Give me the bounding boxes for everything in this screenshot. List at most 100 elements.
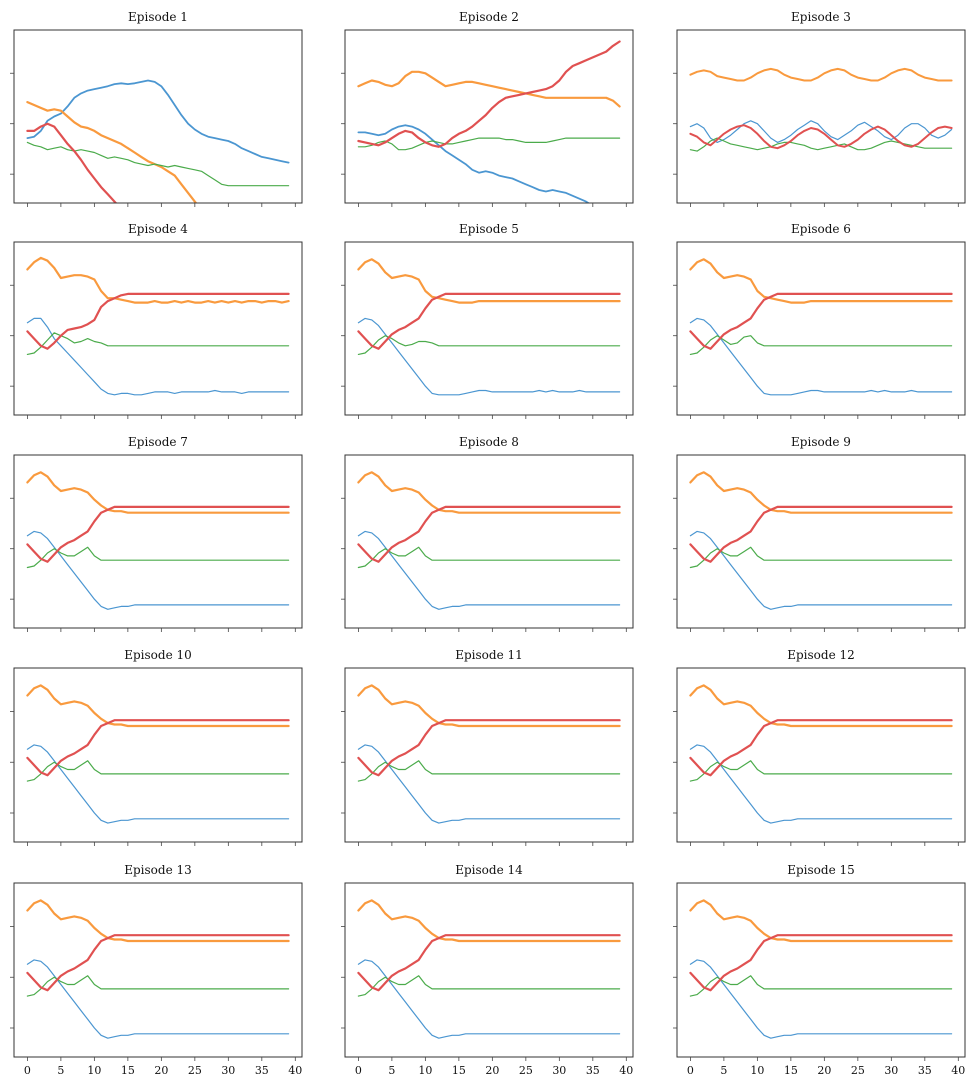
panel-episode-6: Episode 6 (673, 222, 966, 419)
series-line-orange (357, 258, 621, 304)
x-tick-label: 20 (817, 1064, 831, 1077)
panel-episode-4: Episode 4 (10, 222, 303, 419)
plot-frame (344, 241, 634, 416)
panel-title: Episode 10 (124, 648, 192, 662)
series-line-orange (26, 684, 290, 728)
x-tick-label: 35 (255, 1064, 269, 1077)
panel-episode-14: Episode 14 0 5 10 15 20 25 30 35 40 (341, 863, 634, 1077)
series-group (357, 258, 621, 396)
series-line-green (357, 137, 621, 151)
series-line-green (26, 546, 290, 569)
series-line-red (26, 719, 290, 777)
series-line-orange (357, 471, 621, 514)
plot-frame (344, 882, 634, 1058)
series-line-orange (26, 899, 290, 943)
series-line-green (357, 546, 621, 569)
series-line-green (26, 141, 290, 187)
series-line-red (26, 505, 290, 563)
series-group (689, 684, 953, 824)
series-line-orange (26, 256, 290, 304)
series-line-blue (689, 120, 953, 143)
x-tick-label: 15 (784, 1064, 798, 1077)
x-tick-label: 5 (57, 1064, 64, 1077)
panel-episode-12: Episode 12 (673, 648, 966, 846)
panel-episode-15: Episode 15 0 5 10 15 20 25 30 35 40 (673, 863, 966, 1077)
panel-title: Episode 5 (459, 222, 519, 236)
panel-title: Episode 11 (455, 648, 523, 662)
series-line-red (689, 505, 953, 563)
x-tick-label: 0 (355, 1064, 362, 1077)
series-line-red (689, 292, 953, 350)
x-tick-label: 15 (121, 1064, 135, 1077)
panel-title: Episode 2 (459, 10, 519, 24)
x-tick-label: 25 (851, 1064, 865, 1077)
panel-title: Episode 4 (128, 222, 188, 236)
x-tick-label: 10 (418, 1064, 432, 1077)
series-group (26, 899, 290, 1039)
series-group (357, 899, 621, 1039)
plot-frame (13, 667, 303, 843)
series-group (357, 471, 621, 610)
panel-episode-7: Episode 7 (10, 435, 303, 632)
series-group (357, 684, 621, 824)
panel-title: Episode 7 (128, 435, 188, 449)
plot-frame (676, 29, 966, 204)
series-line-blue (357, 530, 621, 610)
series-group (26, 79, 290, 203)
panel-episode-8: Episode 8 (341, 435, 634, 632)
x-tick-label: 30 (884, 1064, 898, 1077)
panel-episode-2: Episode 2 (341, 10, 634, 207)
series-line-green (689, 137, 953, 152)
series-group (689, 471, 953, 610)
plot-frame (13, 29, 303, 204)
panel-title: Episode 6 (791, 222, 851, 236)
panel-title: Episode 14 (455, 863, 523, 877)
x-tick-label: 20 (154, 1064, 168, 1077)
series-line-orange (357, 684, 621, 728)
panel-title: Episode 13 (124, 863, 192, 877)
series-line-orange (26, 471, 290, 514)
panel-episode-10: Episode 10 (10, 648, 303, 846)
plot-frame (13, 454, 303, 629)
plot-frame (676, 882, 966, 1058)
panel-title: Episode 3 (791, 10, 851, 24)
series-line-blue (357, 124, 590, 203)
x-tick-label: 30 (552, 1064, 566, 1077)
series-line-blue (357, 959, 621, 1039)
series-line-red (26, 122, 118, 203)
series-group (26, 684, 290, 824)
series-line-blue (26, 79, 290, 164)
x-tick-label: 25 (519, 1064, 533, 1077)
x-tick-label: 30 (221, 1064, 235, 1077)
series-line-orange (689, 471, 953, 514)
x-tick-label: 5 (720, 1064, 727, 1077)
x-tick-label: 40 (951, 1064, 965, 1077)
series-line-orange (689, 258, 953, 304)
series-group (689, 899, 953, 1039)
series-group (26, 256, 290, 396)
plot-frame (13, 882, 303, 1058)
series-line-orange (689, 67, 953, 82)
plot-frame (344, 667, 634, 843)
series-line-red (689, 719, 953, 777)
series-line-blue (26, 959, 290, 1039)
series-line-green (689, 335, 953, 355)
x-tick-label: 5 (388, 1064, 395, 1077)
plot-frame (676, 667, 966, 843)
series-line-red (357, 505, 621, 563)
series-line-red (357, 40, 621, 148)
series-line-red (689, 934, 953, 992)
plot-frame (676, 454, 966, 629)
series-group (26, 471, 290, 610)
panel-episode-13: Episode 13 0 5 10 15 20 25 30 35 40 (10, 863, 303, 1077)
series-line-blue (26, 744, 290, 824)
panel-episode-5: Episode 5 (341, 222, 634, 419)
series-line-orange (26, 101, 198, 203)
series-line-orange (357, 899, 621, 943)
series-line-green (357, 335, 621, 355)
panel-title: Episode 1 (128, 10, 188, 24)
panel-title: Episode 9 (791, 435, 851, 449)
plot-frame (676, 241, 966, 416)
series-group (689, 67, 953, 152)
